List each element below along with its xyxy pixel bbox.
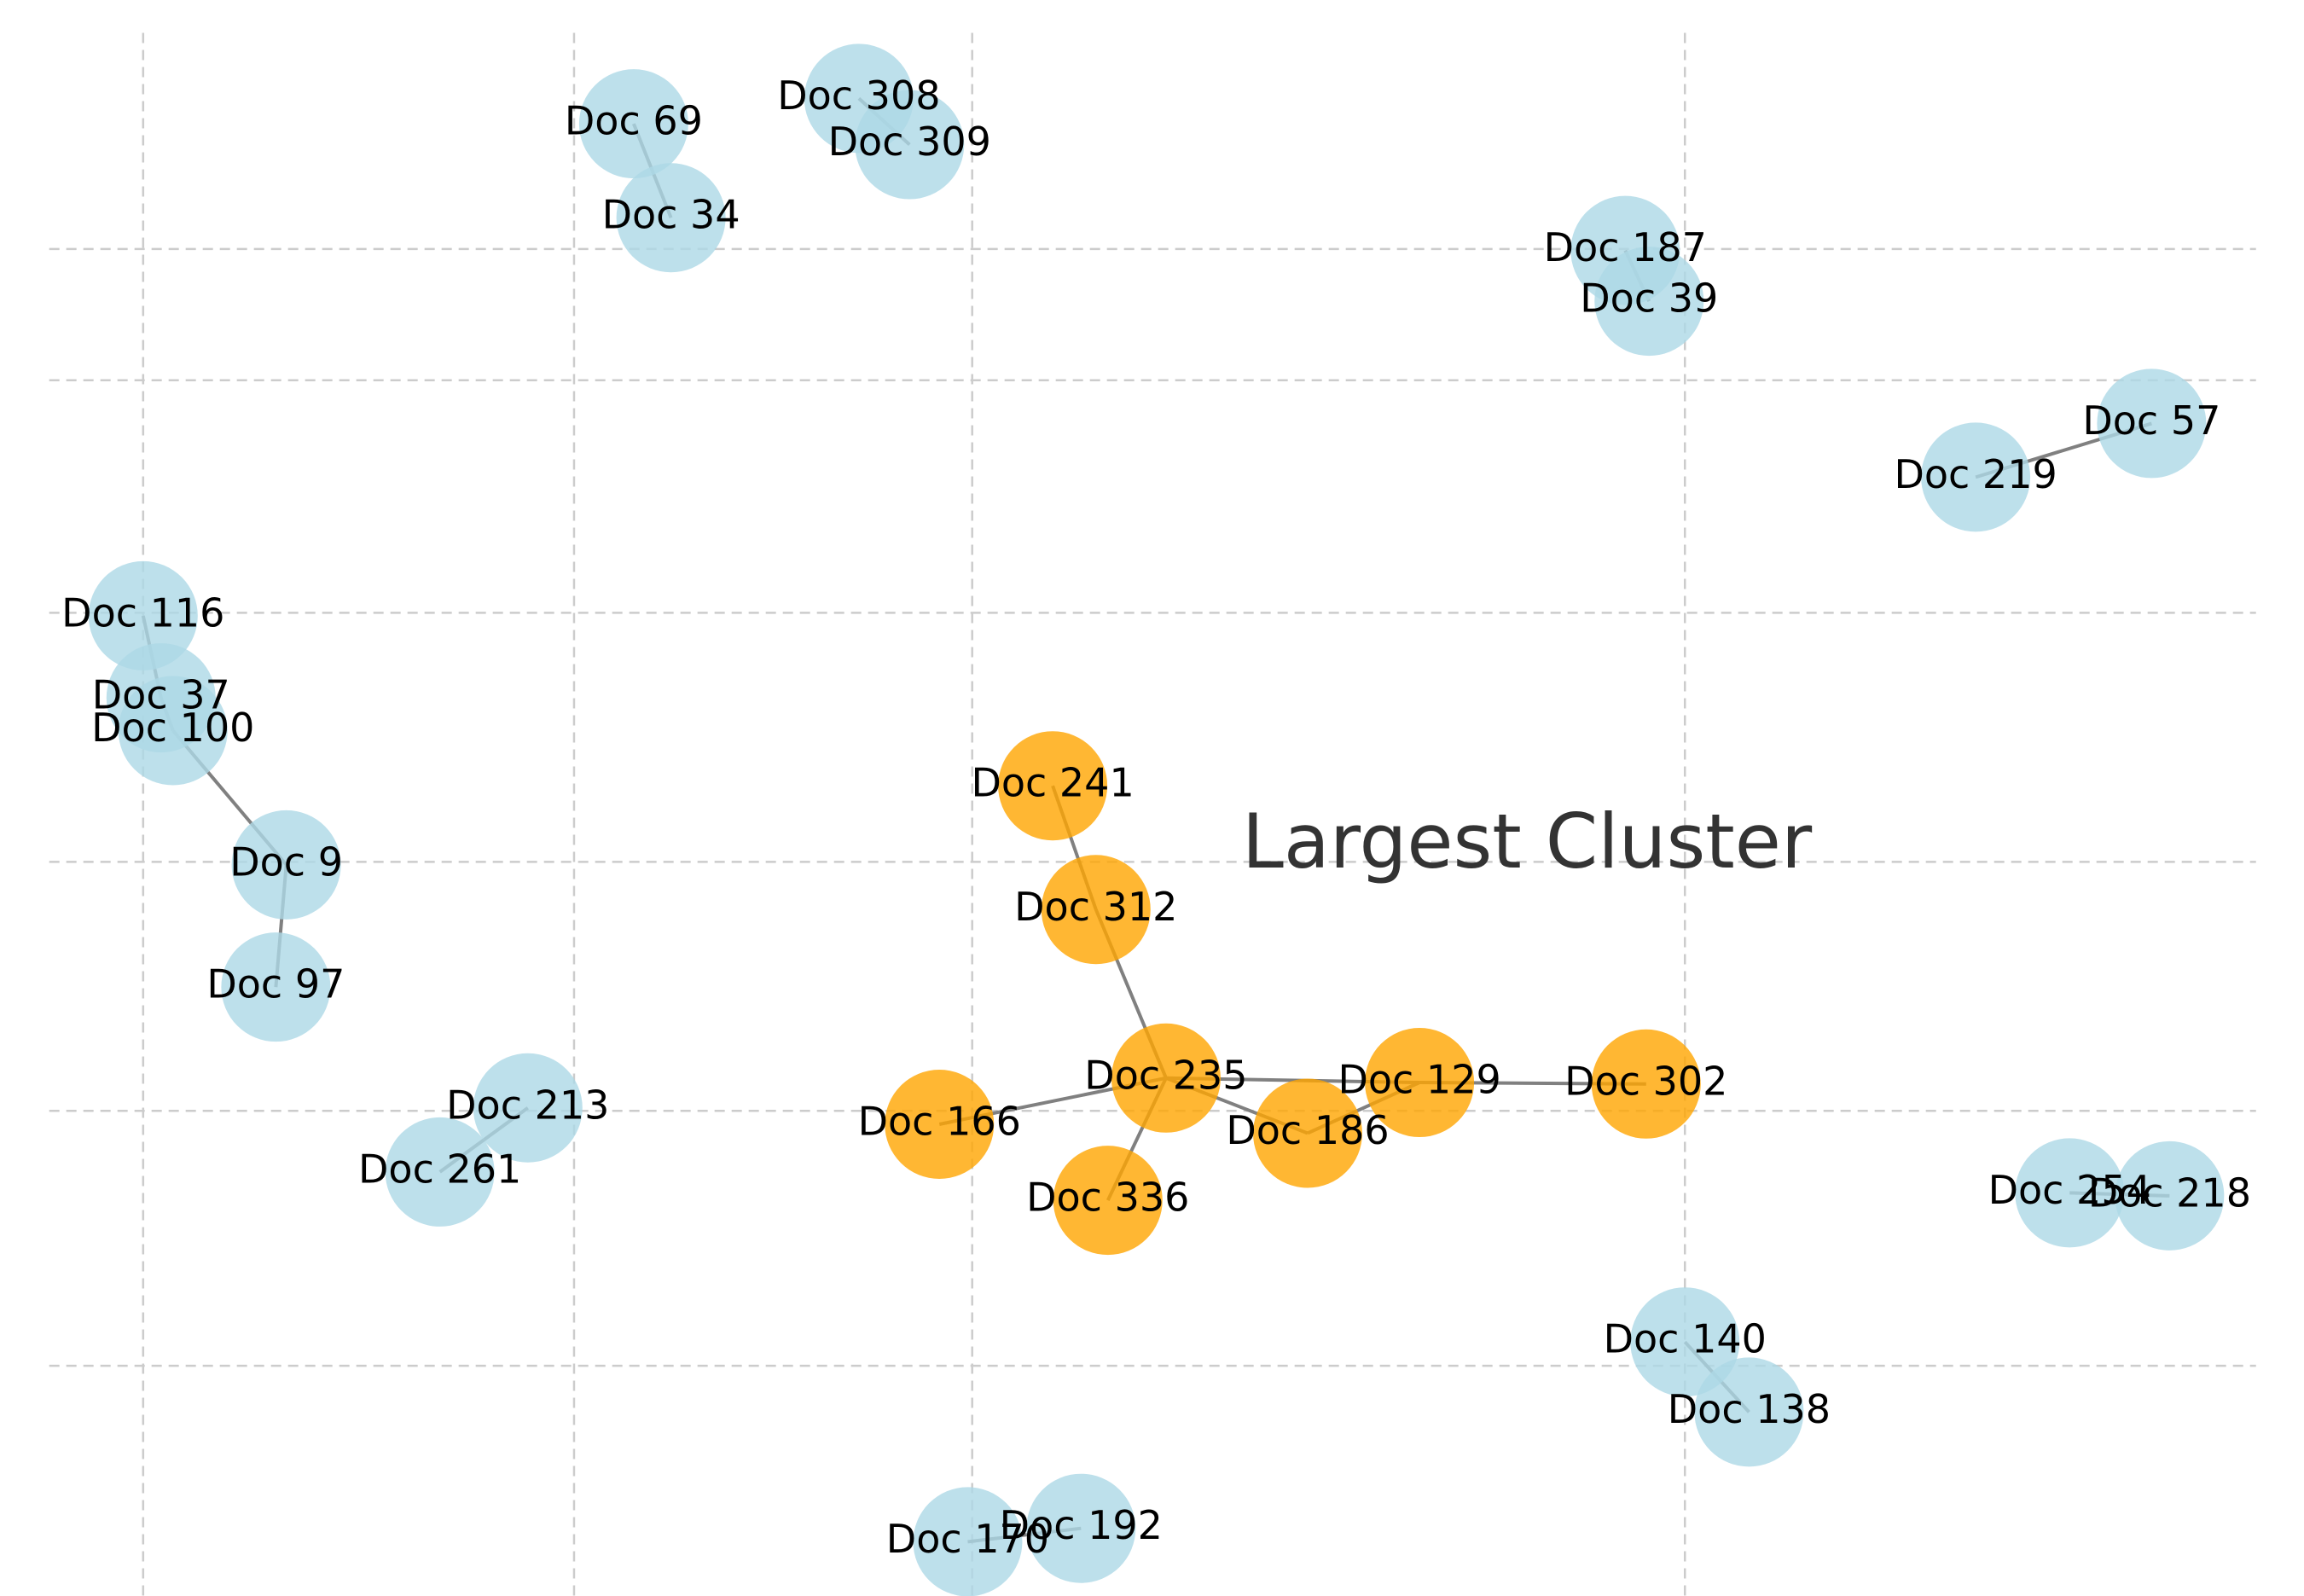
node-label: Doc 166 xyxy=(858,1098,1021,1144)
node-label: Doc 254 xyxy=(1988,1167,2151,1213)
node xyxy=(885,1069,995,1179)
node-label: Doc 129 xyxy=(1338,1057,1500,1103)
node xyxy=(578,69,688,179)
node-label: Doc 261 xyxy=(358,1146,521,1192)
node xyxy=(473,1053,583,1163)
node xyxy=(385,1117,495,1227)
node-label: Doc 336 xyxy=(1026,1175,1189,1221)
node xyxy=(855,90,965,200)
node-label: Doc 97 xyxy=(206,961,345,1007)
node-label: Doc 140 xyxy=(1604,1316,1767,1362)
node-label: Doc 186 xyxy=(1226,1107,1389,1153)
node xyxy=(1041,855,1151,965)
node xyxy=(616,163,726,273)
node-label: Doc 218 xyxy=(2088,1169,2251,1216)
node xyxy=(1252,1078,1362,1188)
node-label: Doc 241 xyxy=(971,760,1134,806)
node xyxy=(1053,1146,1163,1256)
node xyxy=(88,560,198,670)
node-label: Doc 138 xyxy=(1668,1386,1831,1432)
node-label: Doc 116 xyxy=(61,589,224,635)
node xyxy=(1365,1028,1475,1138)
node xyxy=(1026,1473,1136,1583)
node-label: Doc 34 xyxy=(602,192,740,238)
node-label: Doc 37 xyxy=(92,672,230,718)
node xyxy=(2015,1138,2125,1248)
node-label: Doc 312 xyxy=(1014,884,1177,930)
node-label: Doc 100 xyxy=(91,705,254,751)
node xyxy=(1630,1287,1740,1397)
node xyxy=(221,932,331,1042)
node-label: Doc 187 xyxy=(1544,224,1707,270)
node xyxy=(2115,1140,2225,1251)
node xyxy=(1694,1357,1804,1467)
node xyxy=(1591,1029,1701,1139)
node xyxy=(913,1487,1023,1596)
node xyxy=(118,676,228,786)
node-label: Doc 57 xyxy=(2082,398,2220,444)
node xyxy=(1921,422,2031,532)
node-label: Doc 9 xyxy=(229,839,343,885)
node-label: Doc 308 xyxy=(777,73,940,119)
node-label: Doc 235 xyxy=(1084,1052,1247,1098)
node-label: Doc 219 xyxy=(1894,451,2057,497)
node xyxy=(998,731,1108,841)
cluster-annotation: Largest Cluster xyxy=(1242,798,1813,885)
node xyxy=(231,810,341,920)
node-label: Doc 309 xyxy=(828,119,991,165)
node xyxy=(2097,369,2207,479)
node-label: Doc 39 xyxy=(1580,276,1718,322)
node xyxy=(1111,1023,1221,1133)
node xyxy=(1594,247,1704,357)
node-label: Doc 213 xyxy=(446,1082,609,1128)
node-label: Doc 69 xyxy=(565,98,703,144)
node-label: Doc 302 xyxy=(1564,1058,1727,1104)
node-label: Doc 170 xyxy=(886,1516,1049,1562)
node-label: Doc 192 xyxy=(1000,1502,1163,1548)
